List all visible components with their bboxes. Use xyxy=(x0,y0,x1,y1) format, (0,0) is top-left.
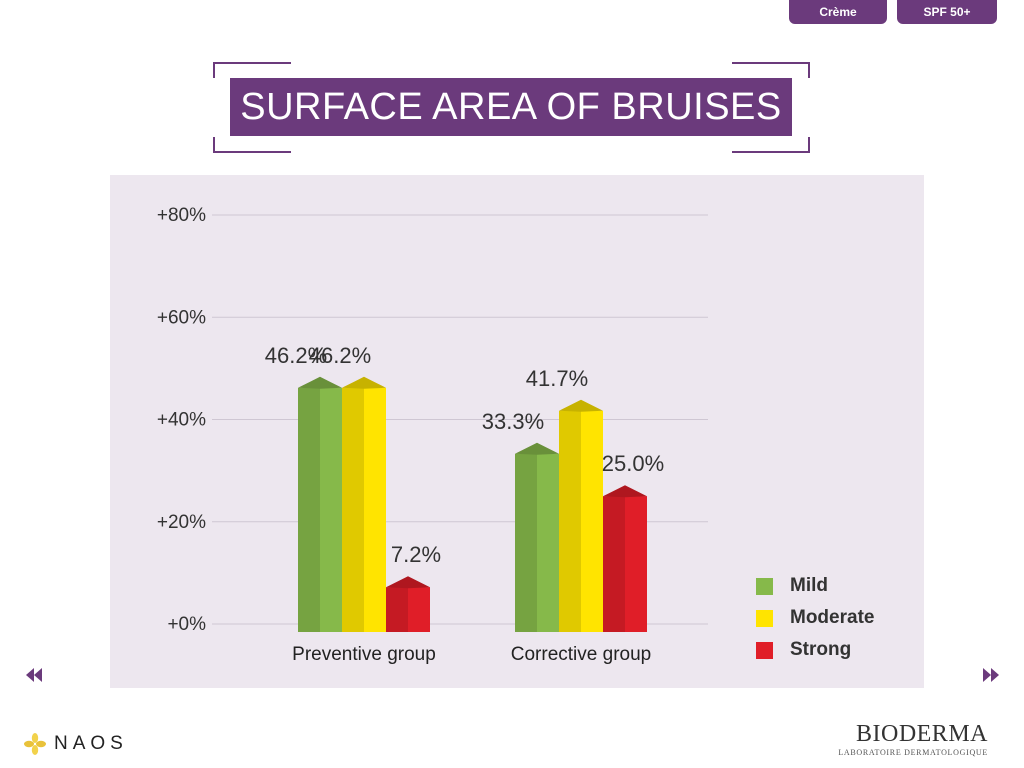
bar-top xyxy=(603,485,647,498)
naos-logo: NAOS xyxy=(24,733,128,755)
y-tick-label: +20% xyxy=(157,512,206,533)
legend-swatch-mild xyxy=(756,577,773,595)
bioderma-tagline: LABORATOIRE DERMATOLOGIQUE xyxy=(838,748,988,757)
data-label: 7.2% xyxy=(391,542,441,567)
bar-top xyxy=(386,576,430,589)
y-tick-label: +40% xyxy=(157,410,206,431)
bar xyxy=(625,496,647,632)
x-tick-label: Preventive group xyxy=(292,644,436,665)
chart-legend: Mild Moderate Strong xyxy=(756,570,874,666)
frame-corner xyxy=(732,137,810,153)
data-label: 46.2% xyxy=(309,343,371,368)
legend-swatch-strong xyxy=(756,641,773,659)
y-tick-label: +0% xyxy=(167,614,206,635)
legend-item-moderate: Moderate xyxy=(756,602,874,634)
chart-panel: +0% +20% +40% +60% +80% 46.2% 46.2% 7.2% Prevent… xyxy=(110,175,924,688)
frame-corner xyxy=(732,62,810,78)
title-frame: SURFACE AREA OF BRUISES xyxy=(213,62,810,153)
bar xyxy=(537,453,559,632)
bar-top xyxy=(559,399,603,412)
data-label: 25.0% xyxy=(602,451,664,476)
bioderma-name: BIODERMA xyxy=(855,721,988,747)
bioderma-logo: BIODERMA LABORATOIRE DERMATOLOGIQUE xyxy=(838,722,988,757)
bar-top xyxy=(342,376,386,389)
tab-spf-50[interactable]: SPF 50+ xyxy=(897,0,997,24)
bar-top xyxy=(298,376,342,389)
bar-chart: +0% +20% +40% +60% +80% 46.2%46.2% 7.2% Prevent… xyxy=(157,205,708,665)
page-title: SURFACE AREA OF BRUISES xyxy=(230,78,792,136)
bar xyxy=(581,410,603,632)
bar xyxy=(364,387,386,632)
bar-face xyxy=(386,587,408,632)
y-tick-label: +80% xyxy=(157,205,206,226)
legend-label: Mild xyxy=(790,575,828,596)
bar xyxy=(408,587,430,632)
legend-item-mild: Mild xyxy=(756,570,874,602)
data-label: 33.3% xyxy=(482,409,544,434)
legend-label: Moderate xyxy=(790,607,875,628)
naos-flower-icon xyxy=(24,733,46,755)
bar-face xyxy=(342,387,364,632)
data-label: 41.7% xyxy=(526,366,588,391)
legend-swatch-moderate xyxy=(756,609,773,627)
frame-corner xyxy=(213,62,291,78)
tab-creme[interactable]: Crème xyxy=(789,0,887,24)
bar-top xyxy=(515,442,559,455)
y-tick-label: +60% xyxy=(157,307,206,328)
data-label: 46.2% xyxy=(265,343,327,368)
bar xyxy=(320,387,342,632)
double-chevron-right-icon[interactable] xyxy=(980,667,1000,683)
legend-item-strong: Strong xyxy=(756,634,874,666)
bar-face xyxy=(515,453,537,632)
frame-corner xyxy=(213,137,291,153)
bar-face xyxy=(559,410,581,632)
naos-logo-text: NAOS xyxy=(54,733,128,754)
legend-label: Strong xyxy=(790,639,852,660)
bar-face xyxy=(603,496,625,632)
double-chevron-left-icon[interactable] xyxy=(25,667,45,683)
x-tick-label: Corrective group xyxy=(511,644,651,665)
bar-face xyxy=(298,387,320,632)
